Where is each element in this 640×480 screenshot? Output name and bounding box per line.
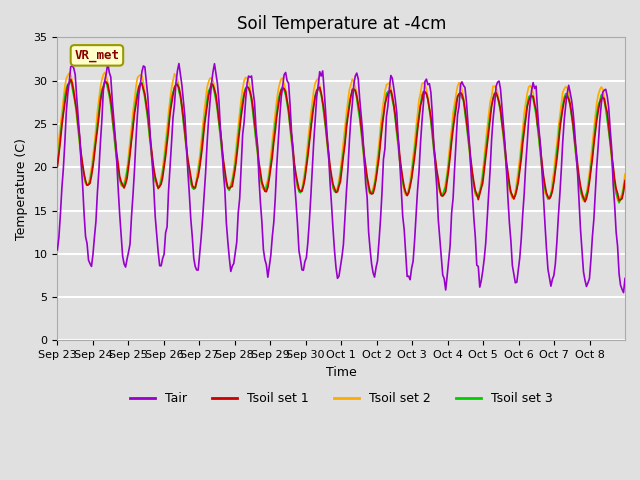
X-axis label: Time: Time xyxy=(326,366,356,379)
Text: VR_met: VR_met xyxy=(74,49,120,62)
Title: Soil Temperature at -4cm: Soil Temperature at -4cm xyxy=(237,15,446,33)
Legend: Tair, Tsoil set 1, Tsoil set 2, Tsoil set 3: Tair, Tsoil set 1, Tsoil set 2, Tsoil se… xyxy=(125,387,557,410)
Y-axis label: Temperature (C): Temperature (C) xyxy=(15,138,28,240)
